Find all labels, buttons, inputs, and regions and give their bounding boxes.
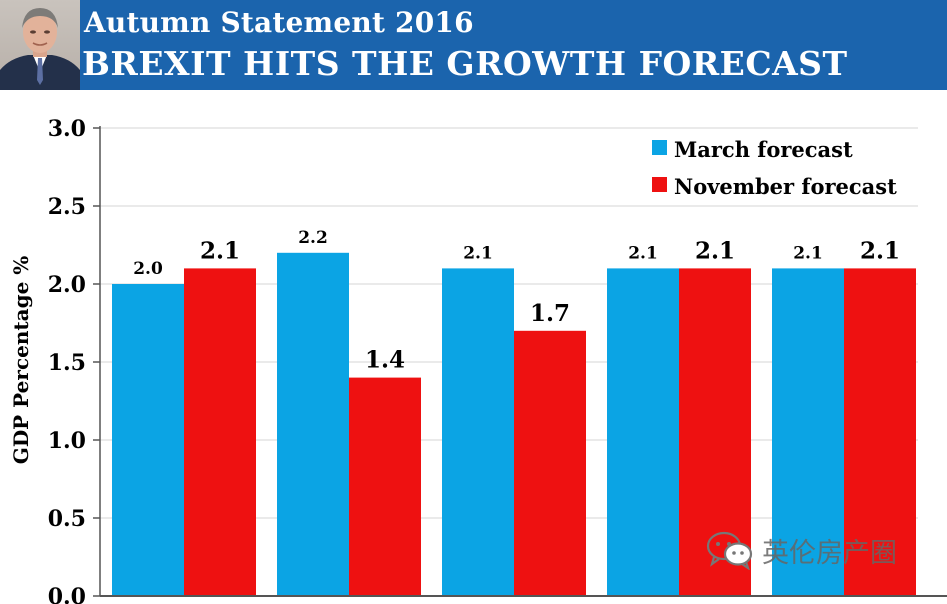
legend: March forecast November forecast — [652, 137, 897, 199]
y-tick-label: 0.0 — [48, 584, 86, 604]
person-icon — [0, 8, 80, 90]
legend-swatch-march — [652, 140, 667, 155]
chart-title: Autumn Statement 2016 — [84, 6, 474, 39]
y-tick-label: 3.0 — [48, 116, 86, 142]
wechat-icon — [706, 531, 753, 570]
bar-november — [349, 377, 421, 596]
chart-subtitle: BREXIT HITS THE GROWTH FORECAST — [82, 44, 848, 83]
header-banner: Autumn Statement 2016 BREXIT HITS THE GR… — [0, 0, 947, 90]
y-tick-label: 2.5 — [48, 194, 86, 220]
data-label-november: 2.1 — [860, 237, 900, 264]
legend-label-march: March forecast — [674, 137, 853, 162]
portrait-image — [0, 0, 80, 90]
bar-november — [844, 268, 916, 596]
bar-november — [184, 268, 256, 596]
y-tick-label: 0.5 — [48, 506, 86, 532]
bar-chart: 2.0 2.2 2.1 2.1 2.1 2.1 1.4 1.7 2.1 2.1 0.0 0.5 1.0… — [9, 116, 947, 604]
data-label-november: 1.7 — [530, 300, 570, 327]
data-label-november: 2.1 — [695, 237, 735, 264]
data-label-march: 2.1 — [628, 243, 658, 263]
y-axis-label: GDP Percentage % — [9, 256, 33, 465]
bar-march — [607, 268, 679, 596]
bar-march — [277, 252, 349, 597]
y-tick-label: 1.0 — [48, 428, 86, 454]
y-tick-label: 1.5 — [48, 350, 86, 376]
legend-swatch-november — [652, 177, 667, 192]
bars — [112, 252, 916, 597]
bar-march — [442, 268, 514, 596]
data-label-march: 2.2 — [298, 228, 328, 248]
bar-march — [772, 268, 844, 596]
y-tick-label: 2.0 — [48, 272, 86, 298]
data-label-march: 2.1 — [793, 243, 823, 263]
watermark-text: 英伦房产圈 — [762, 537, 897, 569]
y-axis: 0.0 0.5 1.0 1.5 2.0 2.5 3.0 — [48, 116, 947, 604]
data-label-march: 2.1 — [463, 243, 493, 263]
data-label-march: 2.0 — [133, 259, 163, 279]
legend-label-november: November forecast — [674, 174, 897, 199]
bar-november — [514, 330, 586, 596]
watermark: 英伦房产圈 — [706, 528, 921, 572]
data-label-november: 1.4 — [365, 347, 405, 374]
data-labels: 2.0 2.2 2.1 2.1 2.1 2.1 1.4 1.7 2.1 2.1 — [133, 228, 900, 374]
data-label-november: 2.1 — [200, 237, 240, 264]
bar-march — [112, 284, 184, 596]
